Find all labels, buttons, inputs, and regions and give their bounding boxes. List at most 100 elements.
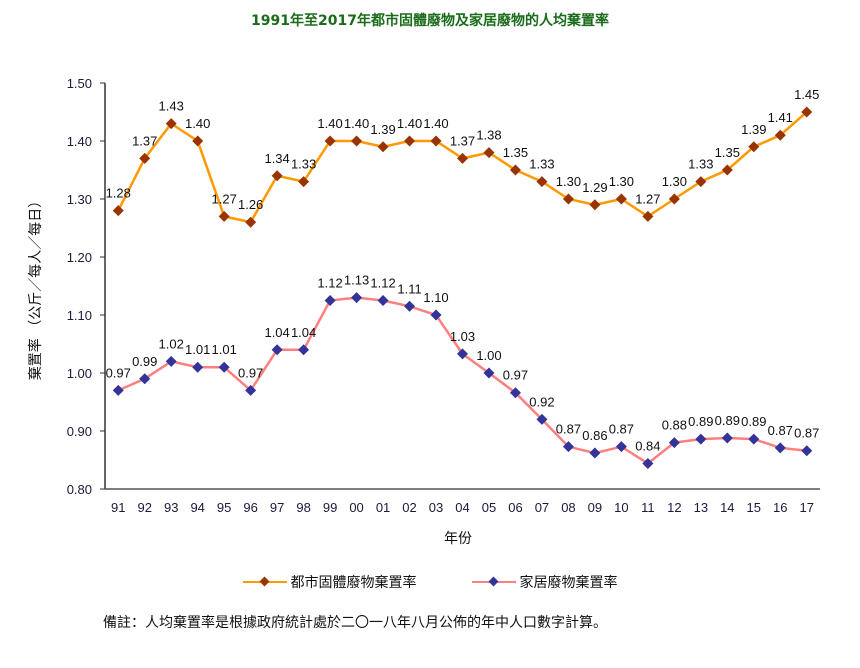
data-label: 1.35: [503, 145, 528, 160]
x-tick-label: 14: [720, 500, 734, 515]
data-label: 1.30: [609, 174, 634, 189]
x-tick-label: 96: [243, 500, 257, 515]
data-label: 1.37: [450, 133, 475, 148]
data-label: 1.03: [450, 329, 475, 344]
data-point: [377, 295, 389, 306]
data-point: [377, 141, 389, 153]
data-label: 1.12: [370, 276, 395, 291]
data-point: [324, 295, 336, 306]
x-tick-label: 97: [270, 500, 284, 515]
x-tick-label: 02: [402, 500, 416, 515]
data-point: [721, 164, 733, 176]
data-label: 1.04: [291, 325, 316, 340]
x-tick-label: 93: [164, 500, 178, 515]
data-label: 1.40: [344, 116, 369, 131]
data-label: 1.39: [741, 122, 766, 137]
data-label: 0.89: [715, 413, 740, 428]
data-point: [298, 344, 310, 356]
data-label: 1.26: [238, 197, 263, 212]
x-tick-label: 15: [747, 500, 761, 515]
legend-label-domestic: 家居廢物棄置率: [519, 575, 618, 591]
data-point: [165, 118, 177, 130]
x-tick-label: 99: [323, 500, 337, 515]
data-label: 1.04: [264, 325, 289, 340]
data-label: 1.34: [264, 151, 289, 166]
y-axis-title: 棄置率 （公斤／每人／每日）: [27, 194, 44, 380]
data-label: 1.40: [317, 116, 342, 131]
data-label: 0.87: [556, 422, 581, 437]
data-point: [218, 210, 230, 222]
data-label: 1.00: [476, 348, 501, 363]
data-label: 1.01: [185, 342, 210, 357]
axes: [104, 83, 820, 490]
data-point: [483, 147, 495, 159]
data-point: [165, 355, 177, 367]
data-point: [748, 141, 760, 153]
data-label: 1.38: [476, 128, 501, 143]
x-tick-label: 94: [190, 500, 204, 515]
x-tick-label: 16: [773, 500, 787, 515]
data-labels: 1.281.371.431.401.27 1.261.34 1.331.40 1.40…: [106, 87, 820, 453]
data-label: 0.87: [768, 423, 793, 438]
chart-title: 1991年至2017年都市固體廢物及家居廢物的人均棄置率: [251, 13, 609, 29]
data-point: [112, 384, 124, 396]
data-point: [562, 441, 574, 453]
x-tick-label: 05: [482, 500, 496, 515]
data-label: 1.30: [556, 174, 581, 189]
data-point: [245, 384, 257, 396]
legend: 都市固體廢物棄置率 家居廢物棄置率: [0, 572, 860, 592]
x-tick-label: 13: [694, 500, 708, 515]
data-point: [509, 387, 521, 399]
y-tick-label: 1.20: [67, 250, 92, 265]
data-label: 1.12: [317, 276, 342, 291]
x-tick-label: 95: [217, 500, 231, 515]
data-point: [695, 176, 707, 188]
legend-swatch-msw: [242, 576, 287, 587]
x-tick-label: 07: [535, 500, 549, 515]
data-point: [721, 432, 733, 444]
data-label: 1.01: [212, 342, 237, 357]
data-point: [509, 164, 521, 176]
legend-label-msw: 都市固體廢物棄置率: [290, 575, 417, 591]
data-label: 1.43: [159, 99, 184, 114]
legend-item-msw: 都市固體廢物棄置率: [242, 572, 417, 592]
data-label: 0.99: [132, 354, 157, 369]
data-point: [271, 344, 283, 356]
x-tick-label: 06: [508, 500, 522, 515]
data-point: [695, 433, 707, 445]
footnote: 備註：人均棄置率是根據政府統計處於二〇一八年八月公佈的年中人口數字計算。: [103, 615, 607, 631]
data-point: [139, 152, 151, 164]
data-label: 0.88: [662, 418, 687, 433]
data-label: 0.86: [582, 428, 607, 443]
data-label: 1.28: [106, 186, 131, 201]
y-tick-label: 1.10: [67, 308, 92, 323]
data-point: [774, 129, 786, 141]
data-label: 1.40: [423, 116, 448, 131]
y-tick-label: 1.30: [67, 192, 92, 207]
data-point: [457, 152, 468, 164]
data-label: 0.89: [741, 414, 766, 429]
data-point: [112, 205, 124, 217]
data-label: 1.41: [768, 110, 793, 125]
data-point: [668, 437, 680, 449]
data-point: [615, 441, 627, 453]
data-label: 1.27: [635, 191, 660, 206]
x-axis-title: 年份: [444, 531, 472, 547]
data-label: 1.10: [423, 290, 448, 305]
data-point: [589, 199, 601, 211]
data-point: [271, 170, 283, 182]
data-point: [748, 433, 760, 445]
data-label: 0.89: [688, 414, 713, 429]
x-tick-label: 12: [667, 500, 681, 515]
data-point: [351, 292, 363, 304]
data-point: [139, 373, 151, 385]
data-point: [404, 300, 416, 312]
data-point: [589, 447, 601, 459]
x-tick-label: 01: [376, 500, 390, 515]
data-label: 1.45: [794, 87, 819, 102]
data-point: [801, 106, 813, 118]
data-label: 1.35: [715, 145, 740, 160]
data-point: [642, 457, 654, 469]
data-label: 0.97: [503, 368, 528, 383]
